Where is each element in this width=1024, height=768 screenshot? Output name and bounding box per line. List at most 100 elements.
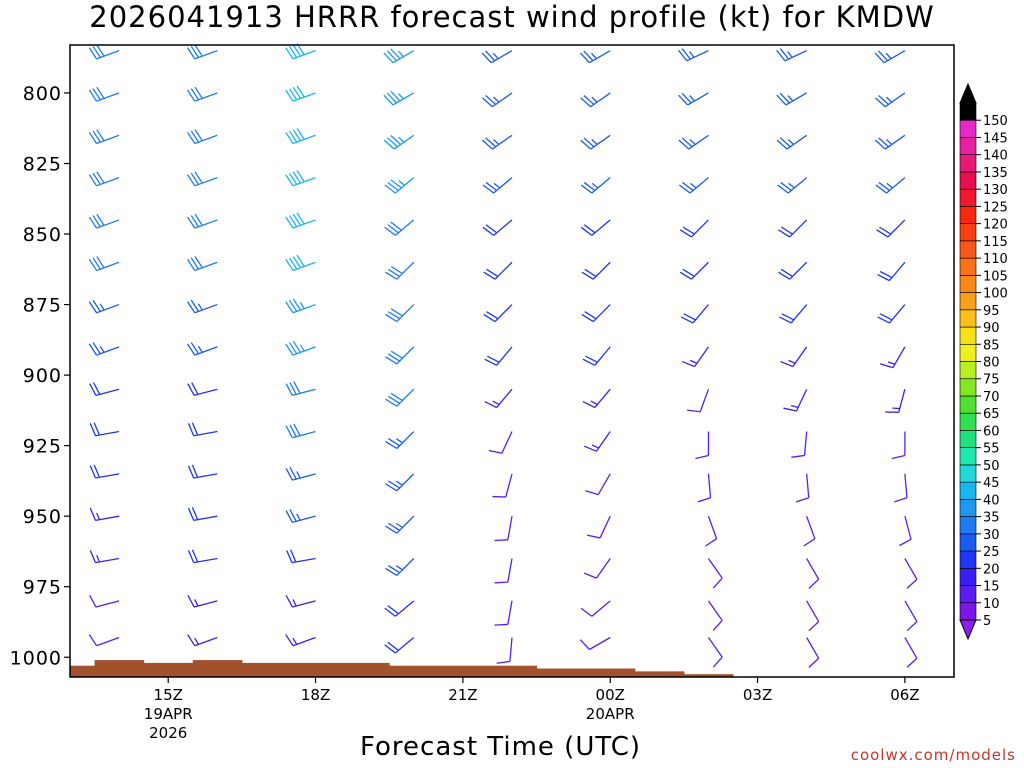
colorbar-label: 135 <box>983 166 1008 181</box>
wind-barb <box>285 127 316 145</box>
barb-staff <box>194 261 218 272</box>
barb-flag <box>296 212 305 225</box>
barb-flag <box>190 130 200 143</box>
barb-flag <box>385 483 398 492</box>
barb-flag <box>387 268 400 277</box>
colorbar-swatch <box>959 378 977 397</box>
barb-half-flag <box>886 138 893 145</box>
wind-barb <box>705 515 718 547</box>
wind-barb <box>285 423 316 439</box>
colorbar-swatch <box>959 326 977 345</box>
wind-barb <box>697 473 712 503</box>
barb-flag <box>187 507 195 521</box>
wind-barb <box>904 600 918 632</box>
barb-flag <box>581 313 594 323</box>
barb-flag <box>186 174 196 187</box>
terrain-block <box>634 671 685 677</box>
terrain-block <box>389 665 538 677</box>
barb-staff <box>707 515 718 539</box>
wind-barb <box>678 92 709 106</box>
colorbar-label: 50 <box>983 459 1000 474</box>
barb-flag <box>194 171 203 184</box>
barb-flag <box>387 565 400 574</box>
barb-flag <box>292 86 302 99</box>
barb-flag <box>877 273 890 282</box>
colorbar-label: 70 <box>983 390 1000 405</box>
barb-staff <box>96 219 120 229</box>
barb-flag <box>386 50 397 62</box>
barb-staff <box>699 388 710 412</box>
wind-barb <box>876 219 906 238</box>
wind-barb <box>384 177 415 194</box>
x-tick-date: 20APR <box>586 705 635 723</box>
barb-half-flag <box>787 138 795 145</box>
barb-flag <box>779 48 790 60</box>
barb-staff <box>904 473 908 498</box>
barb-flag <box>190 299 200 312</box>
wind-barb <box>285 298 316 314</box>
barb-half-flag <box>296 513 301 521</box>
barb-flag <box>288 342 298 355</box>
barb-staff <box>806 558 820 580</box>
barb-half-flag <box>99 345 105 353</box>
barb-flag <box>292 298 302 311</box>
barb-half-flag <box>689 138 696 145</box>
colorbar-label: 145 <box>983 131 1008 146</box>
barb-staff <box>194 636 218 647</box>
barb-flag <box>682 268 695 277</box>
barb-flag <box>683 313 696 321</box>
barb-flag <box>686 409 701 413</box>
colorbar-label: 105 <box>983 269 1008 284</box>
barb-staff <box>507 600 513 625</box>
barb-staff <box>787 177 808 194</box>
barb-flag <box>583 445 597 452</box>
barb-staff <box>599 515 611 539</box>
wind-barb <box>496 637 513 664</box>
barb-flag <box>678 139 690 150</box>
wind-barb <box>806 637 820 668</box>
barb-flag <box>705 538 718 547</box>
wind-barb <box>482 219 513 236</box>
colorbar-swatch <box>959 102 977 121</box>
barb-flag <box>679 184 691 194</box>
barb-flag <box>878 137 889 148</box>
barb-flag <box>485 50 496 62</box>
credit-text: coolwx.com/models <box>850 746 1016 764</box>
barb-flag <box>385 356 398 365</box>
barb-flag <box>681 48 691 60</box>
wind-barb <box>384 600 415 617</box>
terrain-block <box>143 662 194 677</box>
barb-flag <box>779 316 792 324</box>
barb-flag <box>194 129 203 142</box>
wind-barb <box>285 212 316 229</box>
colorbar-swatch <box>959 361 977 380</box>
wind-barb <box>385 388 415 407</box>
barb-flag <box>285 467 293 481</box>
wind-barb <box>579 50 611 64</box>
barb-flag <box>285 425 293 439</box>
barb-flag <box>778 271 791 280</box>
colorbar-label: 45 <box>983 476 1000 491</box>
barb-flag <box>383 52 394 64</box>
colorbar-label: 140 <box>983 149 1008 164</box>
barb-flag <box>878 181 890 191</box>
colorbar-swatch <box>959 481 977 500</box>
wind-barb <box>89 507 120 521</box>
barb-half-flag <box>299 344 305 352</box>
wind-barb <box>682 346 709 368</box>
wind-barb <box>186 256 218 272</box>
wind-barb <box>186 171 218 187</box>
barb-flag <box>296 170 305 183</box>
colorbar-label: 130 <box>983 183 1008 198</box>
wind-barb <box>286 549 316 564</box>
wind-barb <box>778 219 808 238</box>
colorbar-swatch <box>959 516 977 535</box>
barb-flag <box>485 137 497 148</box>
barb-flag <box>776 94 787 106</box>
barb-flag <box>584 311 597 320</box>
wind-barb <box>874 134 906 150</box>
barb-half-flag <box>689 51 695 58</box>
barb-flag <box>387 480 400 489</box>
wind-barb <box>583 431 611 452</box>
wind-barb <box>492 473 513 498</box>
